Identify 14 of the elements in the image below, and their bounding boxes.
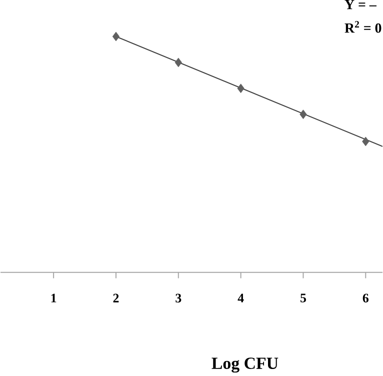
point (112, 32, 120, 42)
x-tick-label: 1 (51, 294, 56, 302)
point (362, 136, 370, 146)
point (300, 110, 307, 120)
point (174, 58, 182, 68)
x-tick-label: 4 (238, 294, 244, 302)
x-tick-label: 6 (362, 294, 368, 303)
x-tick-label: 2 (113, 294, 119, 302)
point (237, 84, 244, 94)
x-tick-label: 5 (300, 294, 306, 302)
x-tick-label: 3 (176, 294, 182, 303)
x-axis-title: Log CFU (212, 358, 278, 373)
text: R$^{2}$ = 0 (344, 21, 382, 33)
text: Y = – (344, 0, 376, 10)
